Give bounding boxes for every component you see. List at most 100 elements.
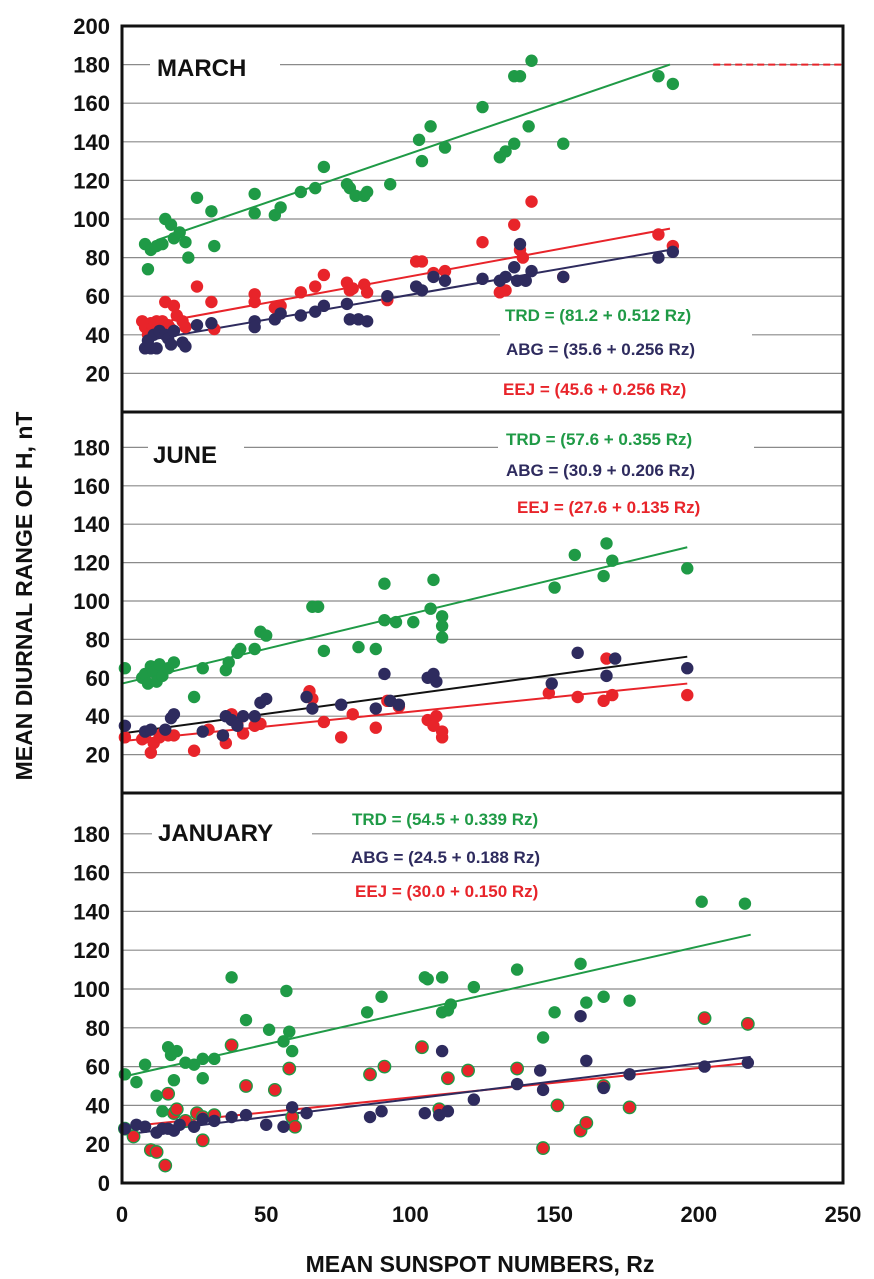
eej-point <box>510 1061 525 1076</box>
eej-point <box>190 280 204 293</box>
trd-point <box>522 120 535 133</box>
eej-fit-line <box>121 682 688 743</box>
abg-point <box>260 1118 273 1132</box>
trd-point <box>513 69 527 83</box>
abg-point <box>196 1112 209 1126</box>
trd-point <box>317 160 331 174</box>
trd-point <box>283 1025 296 1038</box>
trd-point <box>435 610 449 623</box>
abg-point <box>392 698 406 711</box>
trd-point <box>695 895 708 908</box>
trd-point <box>375 990 388 1003</box>
trd-point <box>196 662 209 675</box>
y-tick-label: 140 <box>73 130 110 155</box>
y-axis-label: MEAN DIURNAL RANGE OF H, nT <box>11 412 37 781</box>
abg-point <box>340 297 354 311</box>
points-layer <box>117 54 755 1173</box>
trd-point <box>378 614 391 627</box>
trd-point <box>274 201 287 214</box>
eej-point <box>542 686 556 700</box>
january-trd-equation: TRD = (54.5 + 0.339 Rz) <box>352 810 538 829</box>
eej-point <box>167 299 181 313</box>
trd-point <box>548 581 561 594</box>
y-tick-label: 80 <box>86 1016 110 1041</box>
trd-point <box>508 137 521 150</box>
trd-point <box>548 1006 561 1019</box>
trd-point <box>568 548 581 562</box>
eej-point <box>205 295 218 309</box>
eej-point <box>740 1017 755 1031</box>
trd-point <box>467 980 481 994</box>
trd-point <box>407 615 420 629</box>
march-trd-equation: TRD = (81.2 + 0.512 Rz) <box>505 306 691 325</box>
abg-point <box>231 719 244 732</box>
y-tick-label: 0 <box>98 1171 110 1196</box>
trd-point <box>187 690 201 704</box>
trd-point <box>424 120 437 133</box>
abg-point <box>513 237 527 251</box>
abg-point <box>164 338 178 351</box>
trd-point <box>309 181 322 195</box>
trd-point <box>424 602 437 615</box>
abg-point <box>343 313 357 326</box>
abg-point <box>306 702 319 715</box>
eej-point <box>149 1145 164 1159</box>
y-tick-label: 200 <box>73 14 110 39</box>
june-trd-equation: TRD = (57.6 + 0.355 Rz) <box>506 430 692 449</box>
trd-point <box>248 187 261 201</box>
y-tick-label: 60 <box>86 666 110 691</box>
abg-point <box>435 1044 449 1058</box>
abg-point <box>557 270 570 284</box>
abg-point <box>533 1064 547 1077</box>
abg-point <box>196 725 209 738</box>
trd-point <box>280 984 293 998</box>
trd-point <box>476 100 489 114</box>
abg-point <box>150 342 163 355</box>
trd-point <box>248 207 261 220</box>
eej-point <box>309 280 322 293</box>
abg-point <box>167 708 181 721</box>
trd-point <box>262 1023 276 1036</box>
eej-point <box>369 721 382 734</box>
fit-lines-layer <box>121 63 843 1136</box>
trd-point <box>167 656 181 669</box>
eej-point <box>158 1158 173 1173</box>
y-tick-label: 20 <box>86 1132 110 1157</box>
eej-point <box>652 228 665 241</box>
abg-point <box>187 1120 201 1133</box>
y-tick-label: 180 <box>73 53 110 78</box>
eej-point <box>622 1100 637 1115</box>
eej-point <box>267 1082 282 1097</box>
abg-point <box>519 274 532 287</box>
abg-point <box>208 1114 221 1128</box>
abg-point <box>274 307 287 320</box>
trd-point <box>666 77 680 91</box>
x-tick-label: 200 <box>680 1202 717 1227</box>
trd-point <box>597 569 610 583</box>
trd-point <box>525 54 538 67</box>
abg-point <box>681 662 694 675</box>
abg-point <box>216 729 230 742</box>
trd-point <box>378 577 391 590</box>
trd-point <box>170 1044 183 1058</box>
trd-point <box>239 1013 253 1027</box>
trd-point <box>248 642 261 656</box>
abg-point <box>144 723 158 736</box>
abg-point <box>277 1120 290 1133</box>
trd-point <box>557 137 570 150</box>
abg-point <box>360 315 374 328</box>
eej-point <box>363 1067 377 1082</box>
y-tick-label: 40 <box>86 704 110 729</box>
eej-point <box>334 731 348 744</box>
y-tick-label: 80 <box>86 246 110 271</box>
eej-point <box>606 688 619 702</box>
abg-point <box>248 320 261 334</box>
eej-point <box>440 1071 455 1086</box>
eej-point <box>224 1038 239 1053</box>
x-tick-label: 150 <box>536 1202 573 1227</box>
y-tick-label: 40 <box>86 1093 110 1118</box>
eej-point <box>346 282 359 295</box>
trd-point <box>574 957 587 970</box>
trd-fit-line <box>156 63 671 242</box>
